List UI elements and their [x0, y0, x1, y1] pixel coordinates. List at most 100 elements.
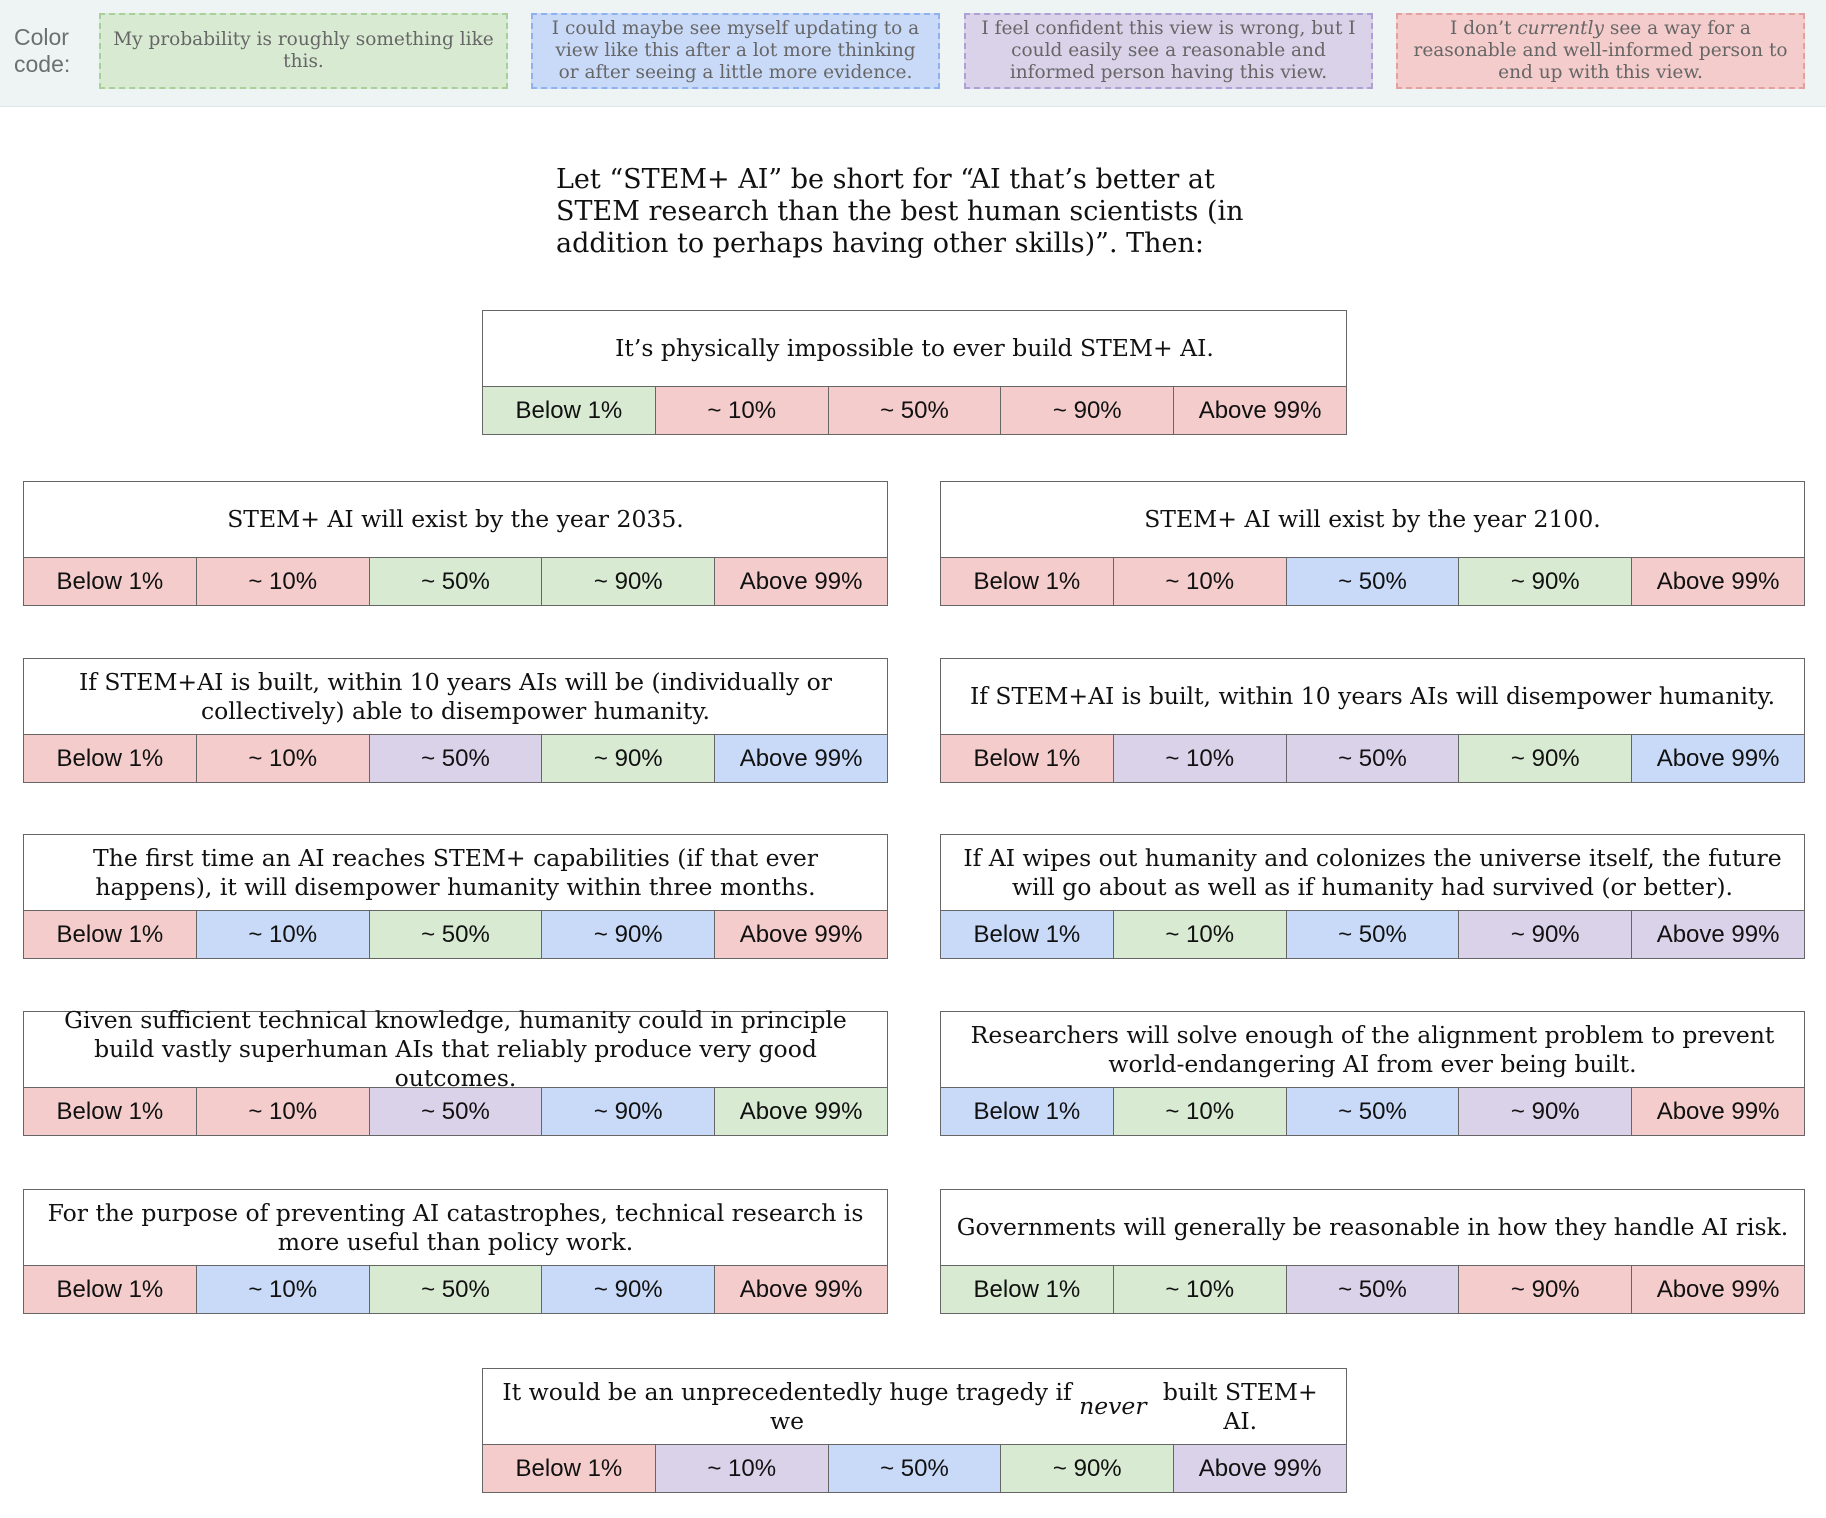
option-row: Below 1% ~ 10% ~ 50% ~ 90% Above 99% — [482, 386, 1347, 435]
option-about-10: ~ 10% — [1112, 1088, 1286, 1135]
option-below-1: Below 1% — [24, 735, 196, 782]
question-text: If STEM+AI is built, within 10 years AIs… — [23, 658, 888, 734]
option-below-1: Below 1% — [941, 558, 1113, 605]
question-card: Researchers will solve enough of the ali… — [940, 1011, 1805, 1136]
question-text: It would be an unprecedentedly huge trag… — [482, 1368, 1347, 1444]
option-about-90: ~ 90% — [541, 911, 715, 958]
option-about-50: ~ 50% — [1285, 1266, 1459, 1313]
option-about-90: ~ 90% — [1458, 735, 1632, 782]
question-card: If AI wipes out humanity and colonizes t… — [940, 834, 1805, 959]
question-card: If STEM+AI is built, within 10 years AIs… — [23, 658, 888, 783]
option-about-50: ~ 50% — [368, 1088, 542, 1135]
question-text: For the purpose of preventing AI catastr… — [23, 1189, 888, 1265]
question-text: If AI wipes out humanity and colonizes t… — [940, 834, 1805, 910]
option-about-10: ~ 10% — [1112, 1266, 1286, 1313]
option-above-99: Above 99% — [1631, 1088, 1804, 1135]
option-above-99: Above 99% — [1631, 1266, 1804, 1313]
option-below-1: Below 1% — [483, 1445, 655, 1492]
option-about-90: ~ 90% — [1458, 1088, 1632, 1135]
option-above-99: Above 99% — [714, 1088, 887, 1135]
legend-green-box: My probability is roughly something like… — [99, 13, 508, 89]
legend-purple-box: I feel confident this view is wrong, but… — [964, 13, 1373, 89]
question-text: Researchers will solve enough of the ali… — [940, 1011, 1805, 1087]
option-above-99: Above 99% — [1631, 735, 1804, 782]
option-about-10: ~ 10% — [195, 735, 369, 782]
option-above-99: Above 99% — [714, 735, 887, 782]
option-about-10: ~ 10% — [195, 1266, 369, 1313]
question-card: STEM+ AI will exist by the year 2100. Be… — [940, 481, 1805, 606]
question-text: STEM+ AI will exist by the year 2100. — [940, 481, 1805, 557]
option-about-10: ~ 10% — [1112, 735, 1286, 782]
option-about-50: ~ 50% — [827, 1445, 1001, 1492]
option-about-90: ~ 90% — [1458, 558, 1632, 605]
option-about-90: ~ 90% — [1458, 1266, 1632, 1313]
legend-red-box: I don’t currently see a way for a reason… — [1396, 13, 1805, 89]
legend-blue-box: I could maybe see myself updating to a v… — [531, 13, 940, 89]
option-above-99: Above 99% — [714, 558, 887, 605]
color-code-legend: Color code: My probability is roughly so… — [0, 0, 1826, 107]
option-about-90: ~ 90% — [541, 558, 715, 605]
question-card: For the purpose of preventing AI catastr… — [23, 1189, 888, 1314]
option-below-1: Below 1% — [24, 558, 196, 605]
option-below-1: Below 1% — [941, 735, 1113, 782]
option-below-1: Below 1% — [24, 1266, 196, 1313]
legend-blue-text: I could maybe see myself updating to a v… — [551, 18, 920, 83]
option-about-50: ~ 50% — [1285, 1088, 1459, 1135]
option-row: Below 1% ~ 10% ~ 50% ~ 90% Above 99% — [940, 734, 1805, 783]
option-about-50: ~ 50% — [368, 735, 542, 782]
option-about-10: ~ 10% — [1112, 911, 1286, 958]
option-about-10: ~ 10% — [195, 1088, 369, 1135]
legend-red-text: I don’t currently see a way for a reason… — [1413, 18, 1788, 83]
option-about-10: ~ 10% — [195, 558, 369, 605]
option-about-90: ~ 90% — [1000, 1445, 1174, 1492]
option-above-99: Above 99% — [714, 1266, 887, 1313]
option-below-1: Below 1% — [941, 1088, 1113, 1135]
question-text: The first time an AI reaches STEM+ capab… — [23, 834, 888, 910]
option-below-1: Below 1% — [24, 1088, 196, 1135]
option-row: Below 1% ~ 10% ~ 50% ~ 90% Above 99% — [940, 1265, 1805, 1314]
option-about-10: ~ 10% — [1112, 558, 1286, 605]
legend-green-text: My probability is roughly something like… — [113, 29, 494, 72]
option-below-1: Below 1% — [941, 911, 1113, 958]
legend-title: Color code: — [14, 24, 71, 77]
option-row: Below 1% ~ 10% ~ 50% ~ 90% Above 99% — [23, 910, 888, 959]
option-below-1: Below 1% — [941, 1266, 1113, 1313]
question-card: If STEM+AI is built, within 10 years AIs… — [940, 658, 1805, 783]
intro-text: Let “STEM+ AI” be short for “AI that’s b… — [556, 164, 1244, 259]
option-about-50: ~ 50% — [368, 1266, 542, 1313]
question-text: It’s physically impossible to ever build… — [482, 310, 1347, 386]
question-text: STEM+ AI will exist by the year 2035. — [23, 481, 888, 557]
question-card: It would be an unprecedentedly huge trag… — [482, 1368, 1347, 1493]
option-about-50: ~ 50% — [368, 558, 542, 605]
option-below-1: Below 1% — [24, 911, 196, 958]
question-text: Governments will generally be reasonable… — [940, 1189, 1805, 1265]
question-card: Governments will generally be reasonable… — [940, 1189, 1805, 1314]
question-card: STEM+ AI will exist by the year 2035. Be… — [23, 481, 888, 606]
option-above-99: Above 99% — [1631, 558, 1804, 605]
question-text: Given sufficient technical knowledge, hu… — [23, 1006, 888, 1092]
option-about-50: ~ 50% — [1285, 558, 1459, 605]
option-above-99: Above 99% — [714, 911, 887, 958]
option-row: Below 1% ~ 10% ~ 50% ~ 90% Above 99% — [940, 910, 1805, 959]
option-about-10: ~ 10% — [654, 1445, 828, 1492]
option-below-1: Below 1% — [483, 387, 655, 434]
option-above-99: Above 99% — [1173, 387, 1346, 434]
option-about-90: ~ 90% — [1000, 387, 1174, 434]
option-about-90: ~ 90% — [541, 1088, 715, 1135]
legend-purple-text: I feel confident this view is wrong, but… — [981, 18, 1356, 83]
option-about-90: ~ 90% — [541, 1266, 715, 1313]
option-row: Below 1% ~ 10% ~ 50% ~ 90% Above 99% — [940, 1087, 1805, 1136]
option-about-10: ~ 10% — [195, 911, 369, 958]
option-above-99: Above 99% — [1173, 1445, 1346, 1492]
option-row: Below 1% ~ 10% ~ 50% ~ 90% Above 99% — [940, 557, 1805, 606]
option-about-90: ~ 90% — [1458, 911, 1632, 958]
option-row: Below 1% ~ 10% ~ 50% ~ 90% Above 99% — [482, 1444, 1347, 1493]
question-card: Given sufficient technical knowledge, hu… — [23, 1006, 888, 1136]
option-row: Below 1% ~ 10% ~ 50% ~ 90% Above 99% — [23, 557, 888, 606]
option-row: Below 1% ~ 10% ~ 50% ~ 90% Above 99% — [23, 734, 888, 783]
question-text: If STEM+AI is built, within 10 years AIs… — [940, 658, 1805, 734]
option-about-50: ~ 50% — [1285, 911, 1459, 958]
question-card: It’s physically impossible to ever build… — [482, 310, 1347, 435]
option-above-99: Above 99% — [1631, 911, 1804, 958]
question-card: The first time an AI reaches STEM+ capab… — [23, 834, 888, 959]
